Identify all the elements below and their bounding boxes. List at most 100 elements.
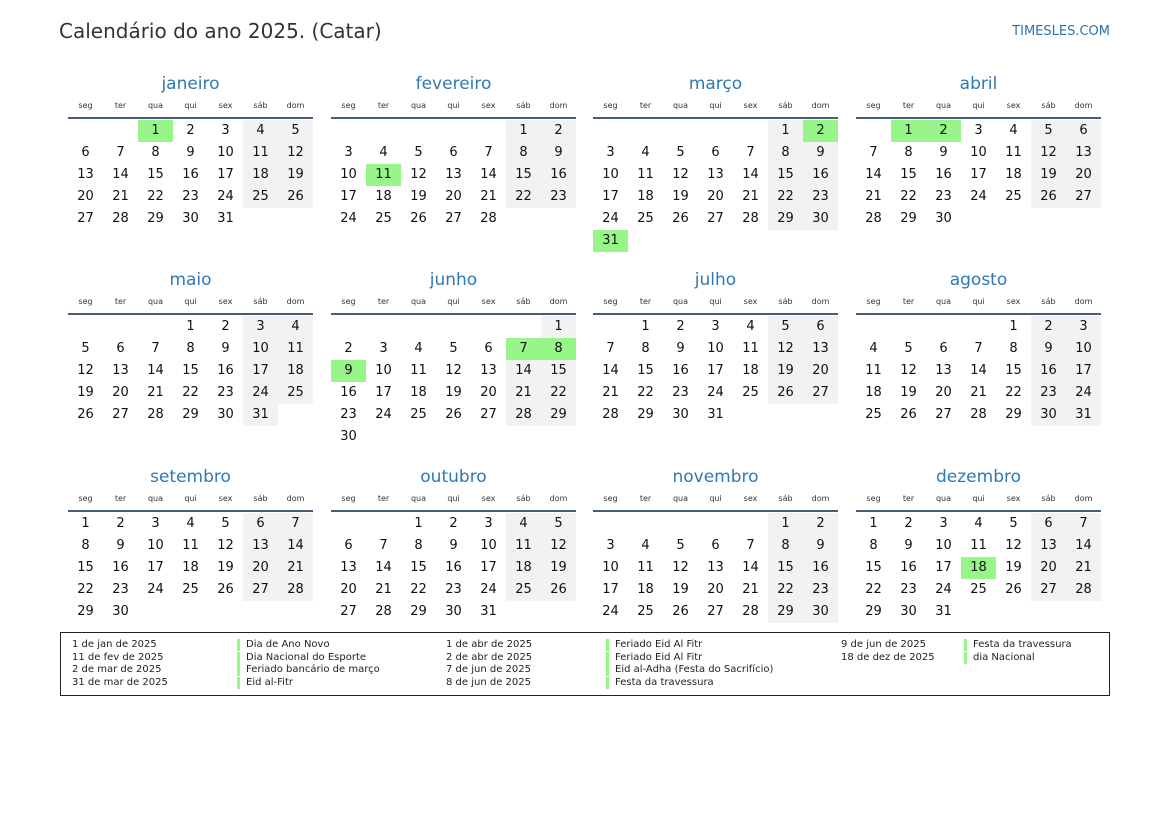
day[interactable]: 25 bbox=[410, 407, 427, 422]
day[interactable]: 29 bbox=[541, 404, 576, 426]
day[interactable]: 15 bbox=[182, 363, 199, 378]
day[interactable]: 17 bbox=[147, 560, 164, 575]
day[interactable]: 28 bbox=[480, 211, 497, 226]
day[interactable]: 8 bbox=[506, 142, 541, 164]
day[interactable]: 15 bbox=[900, 167, 917, 182]
day[interactable]: 23 bbox=[112, 582, 129, 597]
holiday-day[interactable]: 11 bbox=[366, 164, 401, 186]
day[interactable]: 27 bbox=[1031, 579, 1066, 601]
day[interactable]: 11 bbox=[637, 167, 654, 182]
day[interactable]: 3 bbox=[974, 123, 983, 138]
day[interactable]: 30 bbox=[803, 208, 838, 230]
day[interactable]: 20 bbox=[243, 557, 278, 579]
day[interactable]: 31 bbox=[935, 604, 952, 619]
day[interactable]: 25 bbox=[1005, 189, 1022, 204]
day[interactable]: 3 bbox=[606, 145, 615, 160]
day[interactable]: 12 bbox=[217, 538, 234, 553]
day[interactable]: 17 bbox=[375, 385, 392, 400]
site-link[interactable]: TIMESLES.COM bbox=[1012, 24, 1110, 39]
day[interactable]: 20 bbox=[340, 582, 357, 597]
day[interactable]: 29 bbox=[900, 211, 917, 226]
day[interactable]: 6 bbox=[1031, 513, 1066, 535]
day[interactable]: 14 bbox=[278, 535, 313, 557]
day[interactable]: 1 bbox=[1009, 319, 1018, 334]
day[interactable]: 26 bbox=[541, 579, 576, 601]
day[interactable]: 15 bbox=[506, 164, 541, 186]
day[interactable]: 8 bbox=[1009, 341, 1018, 356]
day[interactable]: 5 bbox=[676, 145, 685, 160]
holiday-day[interactable]: 9 bbox=[331, 360, 366, 382]
day[interactable]: 26 bbox=[278, 186, 313, 208]
day[interactable]: 15 bbox=[768, 557, 803, 579]
day[interactable]: 17 bbox=[1066, 360, 1101, 382]
day[interactable]: 20 bbox=[1031, 557, 1066, 579]
day[interactable]: 11 bbox=[970, 538, 987, 553]
day[interactable]: 20 bbox=[445, 189, 462, 204]
day[interactable]: 22 bbox=[182, 385, 199, 400]
day[interactable]: 17 bbox=[707, 363, 724, 378]
day[interactable]: 2 bbox=[116, 516, 125, 531]
day[interactable]: 8 bbox=[869, 538, 878, 553]
day[interactable]: 15 bbox=[637, 363, 654, 378]
day[interactable]: 28 bbox=[278, 579, 313, 601]
day[interactable]: 25 bbox=[637, 604, 654, 619]
day[interactable]: 19 bbox=[1005, 560, 1022, 575]
day[interactable]: 31 bbox=[480, 604, 497, 619]
day[interactable]: 6 bbox=[449, 145, 458, 160]
day[interactable]: 13 bbox=[243, 535, 278, 557]
day[interactable]: 4 bbox=[414, 341, 423, 356]
holiday-day[interactable]: 7 bbox=[506, 338, 541, 360]
day[interactable]: 13 bbox=[707, 560, 724, 575]
day[interactable]: 28 bbox=[147, 407, 164, 422]
day[interactable]: 13 bbox=[1066, 142, 1101, 164]
day[interactable]: 30 bbox=[1031, 404, 1066, 426]
day[interactable]: 14 bbox=[480, 167, 497, 182]
day[interactable]: 20 bbox=[480, 385, 497, 400]
day[interactable]: 21 bbox=[278, 557, 313, 579]
day[interactable]: 7 bbox=[116, 145, 125, 160]
day[interactable]: 26 bbox=[217, 582, 234, 597]
day[interactable]: 1 bbox=[186, 319, 195, 334]
day[interactable]: 4 bbox=[243, 120, 278, 142]
day[interactable]: 15 bbox=[541, 360, 576, 382]
day[interactable]: 26 bbox=[900, 407, 917, 422]
day[interactable]: 15 bbox=[410, 560, 427, 575]
day[interactable]: 22 bbox=[1005, 385, 1022, 400]
day[interactable]: 4 bbox=[746, 319, 755, 334]
day[interactable]: 24 bbox=[1066, 382, 1101, 404]
day[interactable]: 29 bbox=[147, 211, 164, 226]
day[interactable]: 10 bbox=[217, 145, 234, 160]
day[interactable]: 7 bbox=[746, 145, 755, 160]
day[interactable]: 13 bbox=[803, 338, 838, 360]
day[interactable]: 27 bbox=[1066, 186, 1101, 208]
day[interactable]: 11 bbox=[742, 341, 759, 356]
day[interactable]: 25 bbox=[243, 186, 278, 208]
day[interactable]: 30 bbox=[112, 604, 129, 619]
day[interactable]: 12 bbox=[768, 338, 803, 360]
day[interactable]: 24 bbox=[217, 189, 234, 204]
day[interactable]: 26 bbox=[672, 211, 689, 226]
day[interactable]: 18 bbox=[506, 557, 541, 579]
day[interactable]: 22 bbox=[77, 582, 94, 597]
day[interactable]: 1 bbox=[541, 316, 576, 338]
day[interactable]: 1 bbox=[81, 516, 90, 531]
day[interactable]: 7 bbox=[746, 538, 755, 553]
day[interactable]: 28 bbox=[602, 407, 619, 422]
day[interactable]: 24 bbox=[602, 604, 619, 619]
day[interactable]: 9 bbox=[939, 145, 948, 160]
day[interactable]: 26 bbox=[1005, 582, 1022, 597]
day[interactable]: 5 bbox=[676, 538, 685, 553]
day[interactable]: 29 bbox=[77, 604, 94, 619]
day[interactable]: 5 bbox=[904, 341, 913, 356]
day[interactable]: 24 bbox=[707, 385, 724, 400]
day[interactable]: 26 bbox=[768, 382, 803, 404]
day[interactable]: 16 bbox=[672, 363, 689, 378]
day[interactable]: 17 bbox=[480, 560, 497, 575]
day[interactable]: 19 bbox=[672, 582, 689, 597]
day[interactable]: 10 bbox=[243, 338, 278, 360]
day[interactable]: 22 bbox=[506, 186, 541, 208]
day[interactable]: 19 bbox=[900, 385, 917, 400]
day[interactable]: 5 bbox=[541, 513, 576, 535]
day[interactable]: 20 bbox=[77, 189, 94, 204]
day[interactable]: 30 bbox=[182, 211, 199, 226]
